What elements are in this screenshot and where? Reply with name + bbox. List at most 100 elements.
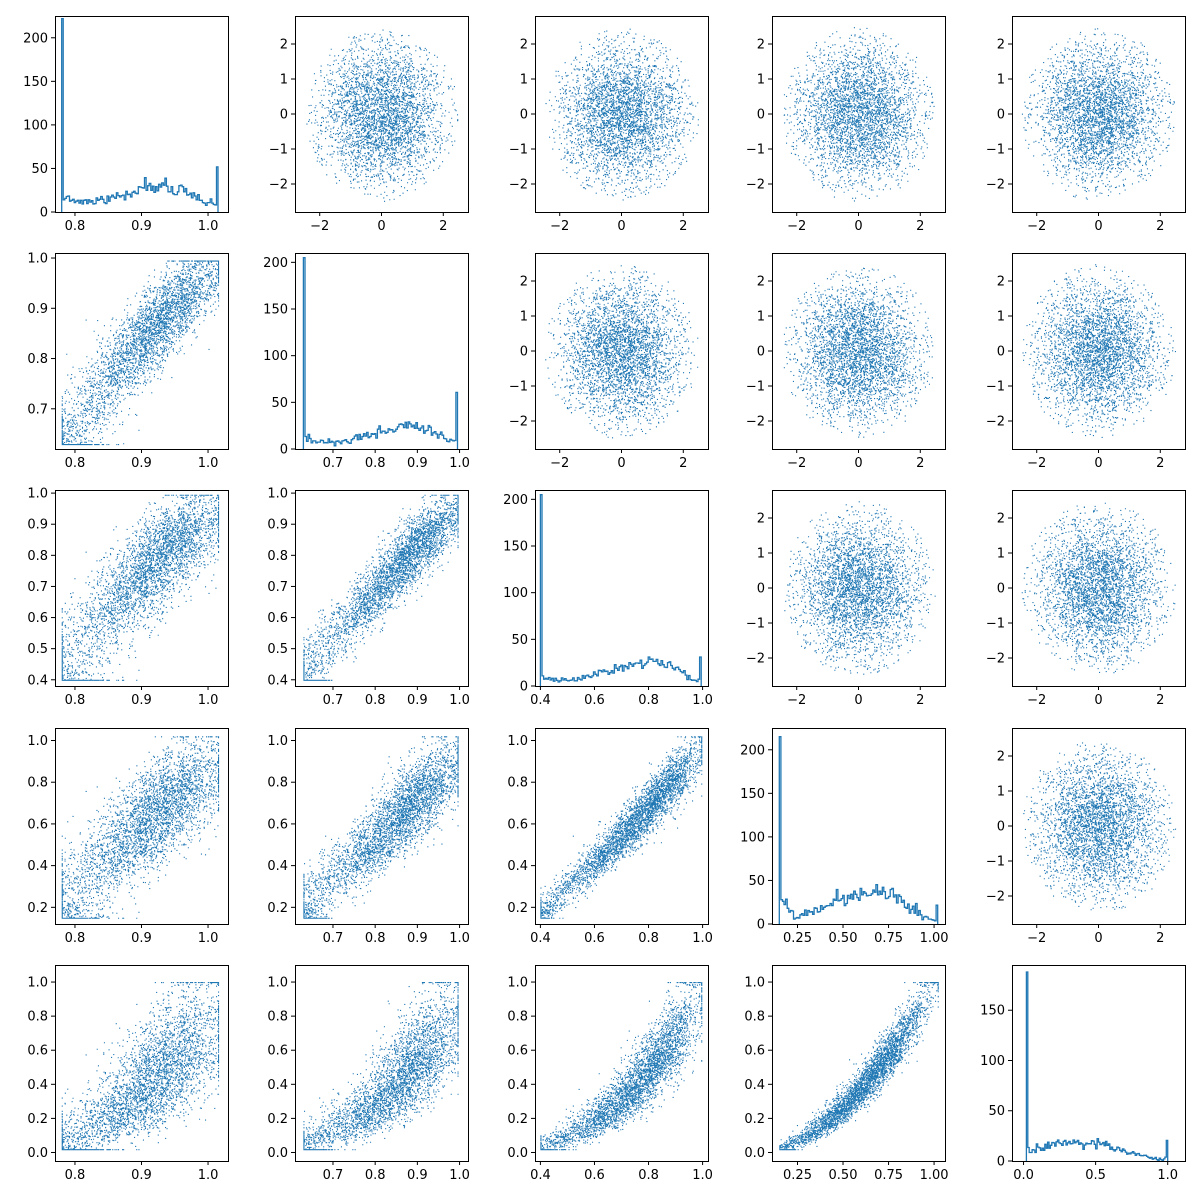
x-tick-label: 1.00 <box>920 1168 949 1183</box>
y-tick-label: 0.2 <box>507 901 528 916</box>
x-tick-label: 0.7 <box>323 1168 344 1183</box>
y-tick-label: 0.5 <box>27 642 48 657</box>
y-tick-label: 0.6 <box>27 611 48 626</box>
axes-frame <box>772 728 946 925</box>
x-tick-label: −2 <box>787 693 806 708</box>
y-tick-label: −2 <box>986 178 1005 193</box>
x-tick-label: 0.8 <box>65 456 86 471</box>
x-tick-label: 2 <box>679 219 687 234</box>
y-tick-label: 2 <box>757 38 765 53</box>
y-tick-label: 100 <box>263 349 288 364</box>
y-tick-label: 2 <box>520 38 528 53</box>
x-tick-label: 0.9 <box>407 693 428 708</box>
y-tick-label: −1 <box>509 380 528 395</box>
scatter-points <box>303 982 459 1151</box>
x-tick-label: 0.4 <box>530 931 551 946</box>
histogram-step <box>302 257 459 449</box>
y-tick-label: 0.2 <box>267 1112 288 1127</box>
y-tick-label: 0 <box>40 206 48 221</box>
y-tick-label: 1.0 <box>27 976 48 991</box>
y-tick-label: 150 <box>23 75 48 90</box>
x-tick-label: 0.8 <box>365 693 386 708</box>
plot-area <box>545 265 699 439</box>
axes-frame <box>535 490 709 687</box>
y-tick-label: 0.4 <box>507 859 528 874</box>
y-tick-label: 0.6 <box>744 1044 765 1059</box>
y-tick-label: 0.7 <box>267 580 288 595</box>
panel-r4-c1: 0.7 0.8 0.9 1.0 0.0 0.2 0.4 0.6 0.8 1.0 <box>267 965 470 1183</box>
y-tick-label: 0.0 <box>744 1146 765 1161</box>
x-tick-label: 0 <box>854 456 862 471</box>
scatter-points <box>783 27 935 202</box>
x-tick-label: 0 <box>1094 456 1102 471</box>
x-tick-label: 1.0 <box>692 693 713 708</box>
y-tick-label: 200 <box>23 31 48 46</box>
y-tick-label: 0.8 <box>267 776 288 791</box>
plot-area <box>539 494 702 686</box>
y-tick-label: −1 <box>746 380 765 395</box>
y-tick-label: 150 <box>740 787 765 802</box>
y-tick-label: −2 <box>509 415 528 430</box>
y-tick-label: −2 <box>746 415 765 430</box>
x-tick-label: 0.8 <box>365 1168 386 1183</box>
x-tick-label: 0.25 <box>783 931 812 946</box>
axes-frame <box>535 965 709 1162</box>
y-tick-label: 0.2 <box>27 901 48 916</box>
y-tick-label: 50 <box>31 162 48 177</box>
scatter-points <box>306 29 459 202</box>
x-tick-label: −2 <box>550 456 569 471</box>
x-tick-label: 0.8 <box>638 1168 659 1183</box>
y-tick-label: 100 <box>740 830 765 845</box>
y-tick-label: −2 <box>746 178 765 193</box>
x-tick-label: −2 <box>1027 693 1046 708</box>
scatter-points <box>1021 28 1175 200</box>
panel-r4-c4: 0.0 0.5 1.0 0 50 100 150 <box>980 965 1186 1183</box>
scatter-points <box>61 982 220 1151</box>
x-tick-label: 0.25 <box>783 1168 812 1183</box>
y-tick-label: 0.6 <box>27 817 48 832</box>
x-tick-label: 2 <box>439 219 447 234</box>
axes-frame <box>295 728 469 925</box>
y-tick-label: −2 <box>269 178 288 193</box>
x-tick-label: 1.00 <box>920 931 949 946</box>
plot-area <box>545 28 699 201</box>
x-tick-label: 0.50 <box>829 931 858 946</box>
panel-r0-c0: 0.8 0.9 1.0 0 50 100 150 200 <box>23 16 229 234</box>
y-tick-label: 100 <box>23 118 48 133</box>
histogram-step <box>539 494 702 686</box>
scatter-points <box>540 736 703 919</box>
y-tick-label: −1 <box>986 855 1005 870</box>
scatter-points <box>540 982 703 1151</box>
x-tick-label: 1.0 <box>198 931 219 946</box>
x-tick-label: 0.9 <box>407 931 428 946</box>
histogram-step <box>1025 971 1169 1161</box>
x-tick-label: 0.8 <box>365 456 386 471</box>
histogram-step <box>778 736 939 924</box>
x-tick-label: 0 <box>1094 219 1102 234</box>
y-tick-label: 0.8 <box>27 1010 48 1025</box>
y-tick-label: 1 <box>520 310 528 325</box>
y-tick-label: 100 <box>503 586 528 601</box>
y-tick-label: 150 <box>980 1004 1005 1019</box>
y-tick-label: 0.9 <box>27 302 48 317</box>
panel-r3-c0: 0.8 0.9 1.0 0.2 0.4 0.6 0.8 1.0 <box>27 728 229 946</box>
y-tick-label: 1 <box>757 310 765 325</box>
x-tick-label: 0.9 <box>131 693 152 708</box>
panel-r1-c3: −2 0 2 −2 −1 0 1 2 <box>746 253 946 471</box>
y-tick-label: 2 <box>997 38 1005 53</box>
x-tick-label: −2 <box>1027 456 1046 471</box>
x-tick-label: 1.0 <box>198 1168 219 1183</box>
y-tick-label: −2 <box>746 652 765 667</box>
y-tick-label: 2 <box>997 275 1005 290</box>
x-tick-label: 0 <box>617 219 625 234</box>
x-tick-label: 0.8 <box>65 693 86 708</box>
x-tick-label: 1.0 <box>692 931 713 946</box>
y-tick-label: 0.0 <box>267 1146 288 1161</box>
y-tick-label: 0.4 <box>507 1078 528 1093</box>
axes-frame <box>295 490 469 687</box>
x-tick-label: 0.7 <box>323 456 344 471</box>
x-tick-label: −2 <box>310 219 329 234</box>
x-tick-label: 0.8 <box>638 931 659 946</box>
x-tick-label: 0 <box>1094 693 1102 708</box>
